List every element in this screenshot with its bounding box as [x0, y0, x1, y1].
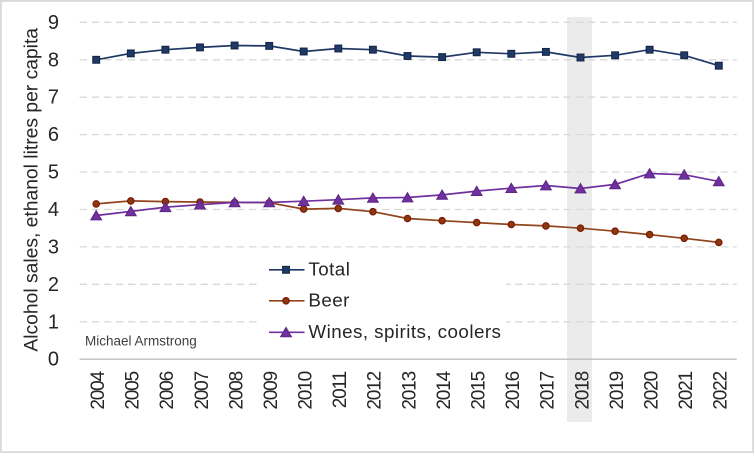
svg-text:2016: 2016 — [503, 371, 524, 409]
svg-text:9: 9 — [48, 12, 59, 34]
svg-text:2: 2 — [48, 274, 59, 296]
svg-text:2022: 2022 — [711, 371, 732, 409]
svg-text:Alcohol sales, ethanol litres: Alcohol sales, ethanol litres per capita — [22, 28, 43, 352]
svg-text:3: 3 — [48, 236, 59, 258]
svg-text:2012: 2012 — [365, 371, 386, 409]
svg-text:2014: 2014 — [434, 370, 455, 409]
svg-text:Wines, spirits, coolers: Wines, spirits, coolers — [308, 321, 501, 342]
svg-text:2020: 2020 — [641, 371, 662, 409]
svg-text:2021: 2021 — [676, 371, 697, 409]
svg-text:2010: 2010 — [296, 371, 317, 409]
svg-text:4: 4 — [48, 199, 59, 221]
svg-text:2013: 2013 — [399, 371, 420, 409]
svg-text:2004: 2004 — [88, 370, 109, 409]
svg-text:2009: 2009 — [261, 371, 282, 409]
svg-text:Michael Armstrong: Michael Armstrong — [85, 334, 197, 349]
svg-text:Total: Total — [308, 258, 350, 279]
svg-text:1: 1 — [48, 311, 59, 333]
svg-text:2006: 2006 — [157, 371, 178, 409]
svg-text:Beer: Beer — [308, 289, 349, 310]
svg-text:8: 8 — [48, 49, 59, 71]
svg-text:2005: 2005 — [123, 371, 144, 409]
svg-text:7: 7 — [48, 87, 59, 109]
svg-text:2011: 2011 — [330, 371, 351, 408]
svg-text:5: 5 — [48, 162, 59, 184]
svg-text:2008: 2008 — [226, 371, 247, 409]
svg-text:6: 6 — [48, 124, 59, 146]
svg-text:0: 0 — [48, 349, 59, 371]
svg-text:2017: 2017 — [538, 371, 559, 409]
svg-text:2015: 2015 — [469, 371, 490, 409]
svg-text:2018: 2018 — [572, 371, 593, 409]
svg-text:2019: 2019 — [607, 371, 628, 409]
svg-text:2007: 2007 — [192, 371, 213, 409]
